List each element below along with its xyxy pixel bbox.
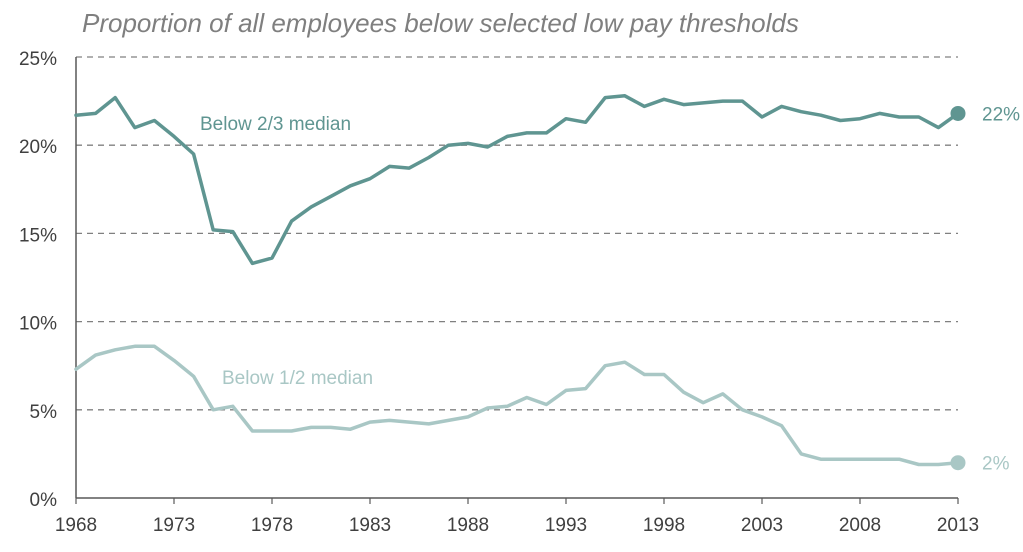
series-line-1	[74, 344, 960, 467]
series-end-marker-1	[950, 455, 966, 471]
x-tick-label: 1973	[153, 515, 195, 536]
y-tick-label: 25%	[19, 49, 57, 70]
x-tick-label: 1968	[55, 515, 97, 536]
series-line-0	[74, 94, 960, 266]
series-lines	[74, 94, 966, 471]
x-tick-label: 2013	[937, 515, 979, 536]
series-end-label-1: 2%	[982, 454, 1010, 475]
series-name-label-1: Below 1/2 median	[222, 368, 373, 389]
series-end-marker-0	[950, 105, 966, 121]
x-tick-label: 1978	[251, 515, 293, 536]
x-tick-label: 1998	[643, 515, 685, 536]
y-tick-label: 15%	[19, 225, 57, 246]
chart-title: Proportion of all employees below select…	[82, 8, 799, 38]
axes: 0% 5% 10% 15% 20% 25% 1968 1973 1978 1983 1988 1993…	[19, 49, 979, 536]
series-end-label-0: 22%	[982, 104, 1020, 125]
series-name-label-0: Below 2/3 median	[200, 114, 351, 135]
gridlines	[76, 56, 958, 411]
x-tick-label: 1983	[349, 515, 391, 536]
y-tick-label: 20%	[19, 137, 57, 158]
y-tick-label: 0%	[30, 490, 58, 511]
x-tick-label: 1988	[447, 515, 489, 536]
series-labels: 22% Below 2/3 median 2% Below 1/2 median	[200, 104, 1020, 474]
x-tick-label: 1993	[545, 515, 587, 536]
x-tick-label: 2008	[839, 515, 881, 536]
y-tick-label: 5%	[30, 402, 58, 423]
y-tick-label: 10%	[19, 314, 57, 335]
x-tick-label: 2003	[741, 515, 783, 536]
